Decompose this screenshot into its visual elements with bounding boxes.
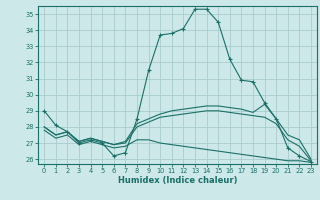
- X-axis label: Humidex (Indice chaleur): Humidex (Indice chaleur): [118, 176, 237, 185]
